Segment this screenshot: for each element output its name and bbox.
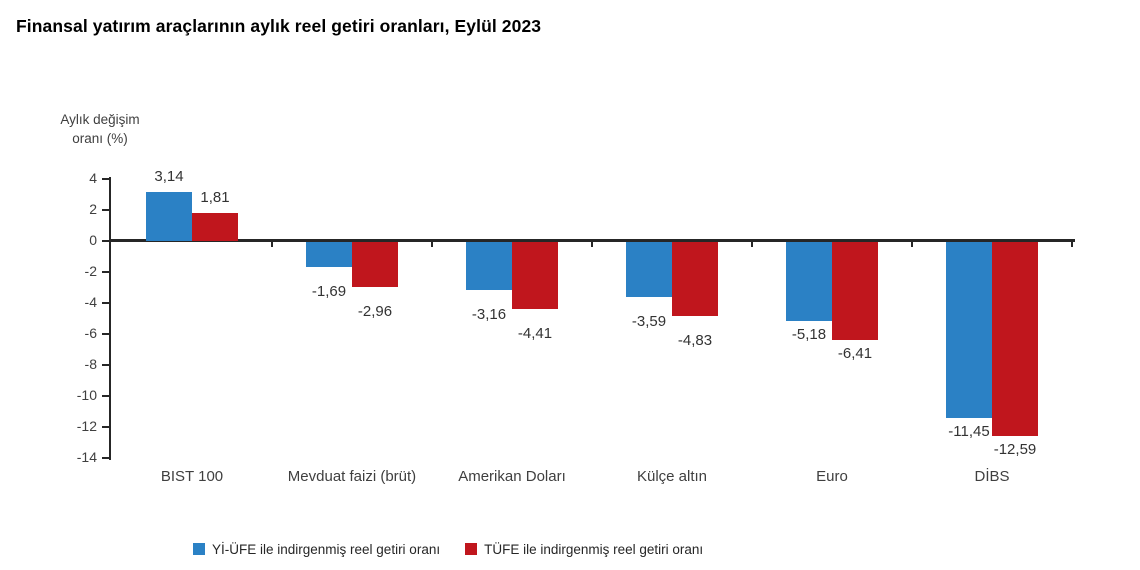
y-tick xyxy=(102,333,109,335)
legend-swatch-red xyxy=(465,543,478,555)
bar-red xyxy=(672,242,718,316)
y-tick xyxy=(102,364,109,366)
legend-item-tufe: TÜFE ile indirgenmiş reel getiri oranı xyxy=(465,542,703,557)
bar-red xyxy=(512,242,558,310)
y-tick xyxy=(102,457,109,459)
x-boundary-tick xyxy=(751,242,753,247)
legend-item-yi-ufe: Yİ-ÜFE ile indirgenmiş reel getiri oranı xyxy=(193,542,440,557)
value-label: -6,41 xyxy=(837,345,873,363)
value-label: -5,18 xyxy=(791,326,827,344)
y-tick-label: -10 xyxy=(76,387,97,403)
x-category-label: Amerikan Doları xyxy=(458,468,566,485)
bar-red xyxy=(832,242,878,341)
bar-red xyxy=(192,212,238,241)
y-tick-label: -14 xyxy=(76,449,97,465)
y-tick xyxy=(102,302,109,304)
y-axis-title-line1: Aylık değişim xyxy=(60,112,140,127)
y-axis-title-line2: oranı (%) xyxy=(72,131,128,146)
y-tick xyxy=(102,178,109,180)
x-category-label: DİBS xyxy=(974,468,1010,485)
y-axis-title: Aylık değişim oranı (%) xyxy=(30,110,170,148)
x-category-label: BIST 100 xyxy=(160,468,224,485)
bar-blue xyxy=(306,242,352,268)
x-boundary-tick xyxy=(271,242,273,247)
value-label: -12,59 xyxy=(993,441,1037,459)
y-tick-label: 2 xyxy=(89,201,97,217)
x-boundary-tick xyxy=(591,242,593,247)
value-label: -11,45 xyxy=(948,423,990,441)
y-tick xyxy=(102,240,109,242)
y-axis-line xyxy=(109,177,111,460)
bar-blue xyxy=(146,192,192,241)
value-label: -4,41 xyxy=(517,325,553,343)
legend-label-tufe: TÜFE ile indirgenmiş reel getiri oranı xyxy=(484,541,704,557)
x-boundary-tick xyxy=(1071,242,1073,247)
y-tick xyxy=(102,426,109,428)
bar-red xyxy=(352,242,398,287)
y-tick-label: 0 xyxy=(89,232,97,248)
bar-blue xyxy=(786,242,832,322)
value-label: -3,16 xyxy=(471,305,507,323)
x-boundary-tick xyxy=(911,242,913,247)
chart-title: Finansal yatırım araçlarının aylık reel … xyxy=(16,16,542,36)
legend-label-yi-ufe: Yİ-ÜFE ile indirgenmiş reel getiri oranı xyxy=(212,541,441,557)
x-category-label: Külçe altın xyxy=(636,468,708,485)
y-tick xyxy=(102,395,109,397)
bar-blue xyxy=(466,242,512,290)
y-tick-label: -8 xyxy=(84,356,97,372)
value-label: -2,96 xyxy=(357,302,393,320)
x-category-label: Euro xyxy=(816,468,848,485)
value-label: -1,69 xyxy=(311,283,347,301)
y-tick-label: -12 xyxy=(76,418,97,434)
y-tick-label: -6 xyxy=(84,325,97,341)
y-tick-label: -4 xyxy=(84,294,97,310)
x-boundary-tick xyxy=(431,242,433,247)
x-category-label: Mevduat faizi (brüt) xyxy=(287,468,417,485)
legend: Yİ-ÜFE ile indirgenmiş reel getiri oranı… xyxy=(193,540,703,558)
value-label: -3,59 xyxy=(631,312,667,330)
legend-swatch-blue xyxy=(193,543,205,555)
value-label: 3,14 xyxy=(154,168,184,186)
bar-blue xyxy=(626,242,672,297)
x-axis-zero-line xyxy=(109,239,1075,242)
y-tick-label: 4 xyxy=(89,170,97,186)
y-tick xyxy=(102,271,109,273)
y-tick-label: -2 xyxy=(84,263,97,279)
bar-blue xyxy=(946,242,992,419)
value-label: -4,83 xyxy=(677,331,713,349)
bar-red xyxy=(992,242,1038,437)
value-label: 1,81 xyxy=(200,188,230,206)
y-tick xyxy=(102,209,109,211)
